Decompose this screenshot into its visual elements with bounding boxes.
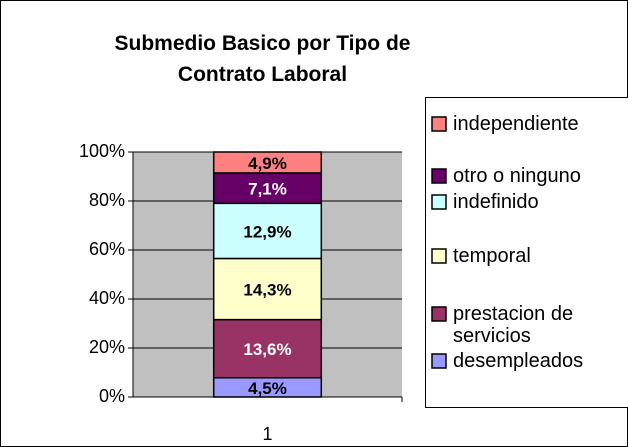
data-label: 4,9%: [248, 154, 287, 173]
legend-label: independiente: [453, 113, 579, 135]
x-tick-label: 1: [262, 424, 272, 444]
data-label: 13,6%: [243, 340, 291, 359]
legend-swatch: [431, 116, 447, 132]
y-tick-label: 20%: [89, 337, 125, 357]
bar-segment: [212, 202, 323, 260]
legend-swatch: [431, 248, 447, 264]
y-tick-label: 60%: [89, 239, 125, 259]
data-label: 4,5%: [248, 379, 287, 398]
chart-title: Submedio Basico por Tipo de Contrato Lab…: [114, 32, 411, 86]
legend-swatch: [431, 306, 447, 322]
legend-swatch: [431, 194, 447, 210]
legend-label: indefinido: [453, 191, 539, 213]
legend-swatch: [431, 168, 447, 184]
data-label: 14,3%: [243, 281, 291, 300]
data-label: 12,9%: [243, 222, 291, 241]
legend-label: prestacion de servicios: [453, 303, 574, 347]
legend-label: temporal: [453, 245, 531, 267]
legend-label: otro o ninguno: [453, 165, 581, 187]
y-tick-label: 100%: [79, 141, 125, 161]
y-tick-label: 0%: [99, 386, 125, 406]
legend-box: [425, 97, 628, 408]
bar-segment: [212, 257, 323, 321]
legend-label: desempleados: [453, 350, 584, 372]
data-label: 7,1%: [248, 180, 287, 199]
y-tick-label: 80%: [89, 190, 125, 210]
y-tick-label: 40%: [89, 288, 125, 308]
legend-swatch: [431, 353, 447, 369]
bar-segment: [212, 151, 323, 174]
